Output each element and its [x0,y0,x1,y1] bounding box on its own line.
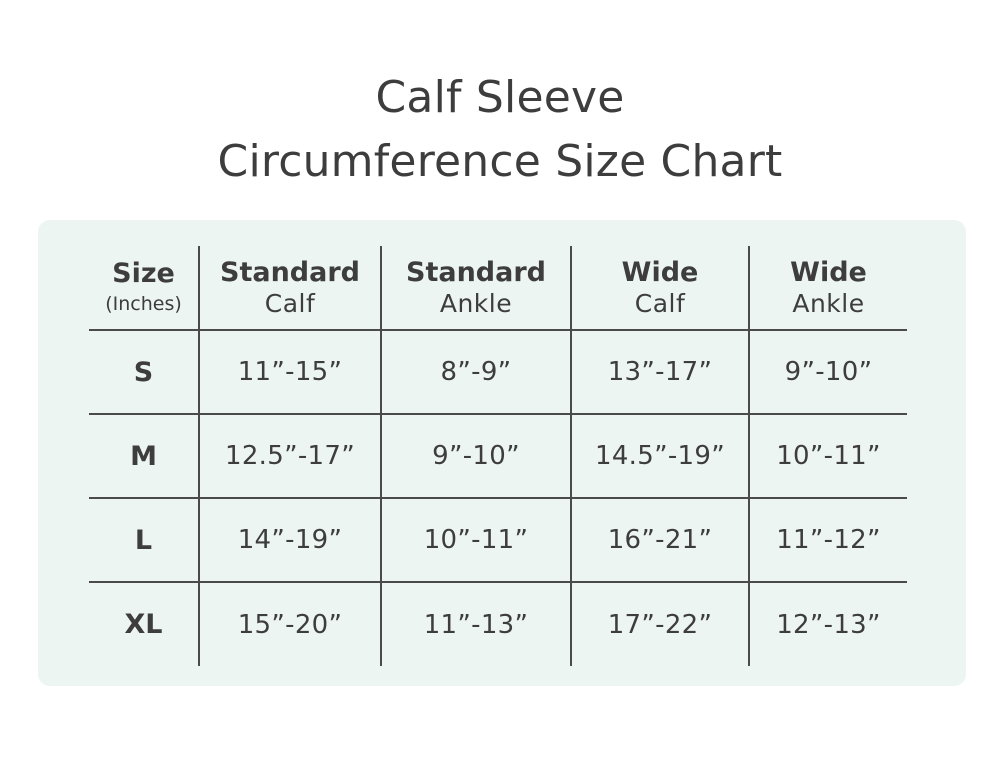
header-standard-calf-type: Standard [220,256,360,288]
header-size-label: Size [112,257,175,289]
table-row-l: L 14”-19” 10”-11” 16”-21” 11”-12” [89,498,907,583]
header-size-unit: (Inches) [105,292,182,315]
header-standard-calf: Standard Calf [199,246,382,331]
standard-ankle-cell: 9”-10” [381,414,572,499]
wide-ankle-cell: 11”-12” [749,498,907,583]
header-wide-ankle-part: Ankle [792,288,865,318]
wide-ankle-cell: 10”-11” [749,414,907,499]
standard-calf-cell: 11”-15” [199,330,382,415]
page-title-line-2: Circumference Size Chart [217,136,783,187]
header-standard-ankle-part: Ankle [439,288,513,318]
header-size: Size (Inches) [89,246,200,331]
header-row: Size (Inches) Standard Calf Standard Ank… [89,246,907,331]
size-cell: M [89,414,200,499]
header-standard-calf-part: Calf [264,288,316,318]
header-wide-ankle-type: Wide [790,256,867,288]
standard-calf-cell: 14”-19” [199,498,382,583]
header-standard-ankle: Standard Ankle [381,246,572,331]
standard-ankle-cell: 10”-11” [381,498,572,583]
standard-calf-cell: 12.5”-17” [199,414,382,499]
wide-calf-cell: 17”-22” [571,582,750,666]
size-chart-table: Size (Inches) Standard Calf Standard Ank… [89,246,907,666]
table-row-xl: XL 15”-20” 11”-13” 17”-22” 12”-13” [89,582,907,666]
size-cell: L [89,498,200,583]
size-cell: XL [89,582,200,666]
header-standard-ankle-type: Standard [406,256,546,288]
standard-calf-cell: 15”-20” [199,582,382,666]
wide-ankle-cell: 12”-13” [776,609,881,640]
wide-calf-cell: 14.5”-19” [571,414,750,499]
header-wide-calf-part: Calf [634,288,686,318]
header-wide-ankle: Wide Ankle [749,246,907,331]
wide-ankle-cell: 9”-10” [749,330,907,415]
table-row-m: M 12.5”-17” 9”-10” 14.5”-19” 10”-11” [89,414,907,499]
wide-calf-cell: 13”-17” [571,330,750,415]
standard-ankle-cell: 8”-9” [381,330,572,415]
header-wide-calf: Wide Calf [571,246,750,331]
header-wide-calf-type: Wide [621,256,699,288]
standard-ankle-cell: 11”-13” [381,582,572,666]
table-row-s: S 11”-15” 8”-9” 13”-17” 9”-10” [89,330,907,415]
size-cell: S [89,330,200,415]
wide-calf-cell: 16”-21” [571,498,750,583]
page-title-line-1: Calf Sleeve [375,72,625,123]
